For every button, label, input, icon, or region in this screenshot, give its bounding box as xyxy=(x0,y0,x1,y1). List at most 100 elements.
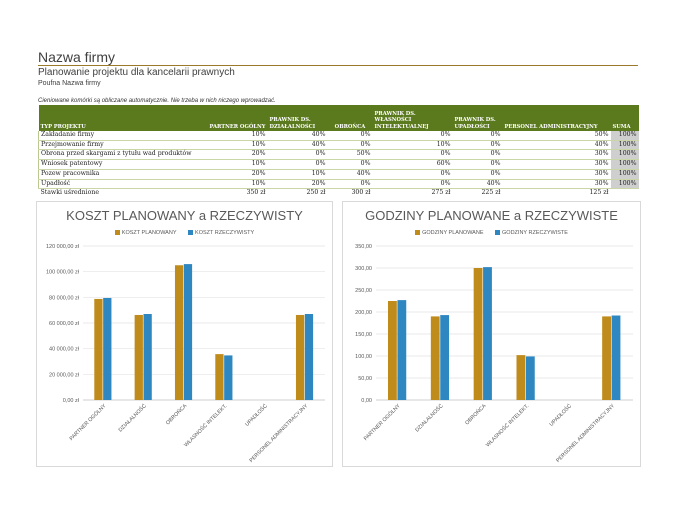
table-cell[interactable]: 20% xyxy=(200,169,268,180)
table-cell[interactable]: 0% xyxy=(452,149,503,161)
table-cell[interactable]: 10% xyxy=(200,179,268,190)
table-cell[interactable]: 40% xyxy=(327,169,373,180)
x-tick-label: OBROŃCA xyxy=(464,402,488,426)
bar xyxy=(224,355,233,400)
table-cell[interactable]: 0% xyxy=(327,159,373,170)
table-cell[interactable]: 350 zł xyxy=(246,189,266,197)
table-cell[interactable]: 30% xyxy=(502,169,611,180)
hours-chart-panel[interactable]: 0,00 50,00 100,00 150,00 200,00 250,00 300,00 3… xyxy=(342,201,641,467)
y-tick-label: 200,00 xyxy=(355,310,372,316)
bar xyxy=(483,267,492,400)
table-cell[interactable]: 0% xyxy=(452,140,503,151)
legend-swatch xyxy=(495,230,501,236)
bar xyxy=(304,314,314,400)
table-cell[interactable]: 20% xyxy=(267,179,328,190)
project-type-cell[interactable]: Przejmowanie firmy xyxy=(38,140,201,151)
bar xyxy=(215,354,224,400)
bar xyxy=(602,316,611,400)
cost-chart: 0,00 zł 20 000,00 zł 40 000,00 zł 60 000,00… xyxy=(46,244,325,464)
project-type-cell[interactable]: Upadłość xyxy=(38,179,201,190)
rates-row: Stawki uśrednione 350 zł 250 zł 300 zł 2… xyxy=(39,189,639,198)
table-row: Przejmowanie firmy 10% 40% 0% 10% 0% 40% 100% xyxy=(38,140,639,151)
x-tick-label: DZIAŁALNOŚĆ xyxy=(413,402,445,434)
legend-swatch xyxy=(188,230,194,236)
sum-cell: 100% xyxy=(610,159,639,170)
table-row: Wniosek patentowy 10% 0% 0% 60% 0% 30% 100% xyxy=(38,159,639,170)
table-row: Upadłość 10% 20% 0% 0% 40% 30% 100% xyxy=(38,179,639,190)
y-tick-label: 350,00 xyxy=(355,244,372,250)
chart-legend: KOSZT PLANOWANY KOSZT RZECZYWISTY xyxy=(37,230,332,236)
table-cell[interactable]: 0% xyxy=(327,140,373,151)
table-cell[interactable]: 0% xyxy=(267,159,328,170)
table-row: Obrona przed skargami z tytułu wad produ… xyxy=(38,149,639,161)
table-cell[interactable]: 0% xyxy=(267,149,328,161)
bar xyxy=(134,314,143,400)
table-cell[interactable]: 30% xyxy=(502,149,611,161)
table-cell[interactable]: 10% xyxy=(372,140,453,151)
table-cell[interactable]: 40% xyxy=(452,179,503,190)
col-header: PRAWNIK DS. WŁASNOŚCI INTELEKTUALNEJ xyxy=(372,105,453,131)
bar xyxy=(440,315,450,400)
table-cell[interactable]: 250 zł xyxy=(306,189,326,197)
table-cell[interactable]: 275 zł xyxy=(431,189,451,197)
x-tick-label: PARTNER OGÓLNY xyxy=(362,402,402,442)
table-cell[interactable]: 10% xyxy=(200,131,268,141)
table-cell[interactable]: 20% xyxy=(200,149,268,161)
y-tick-label: 0,00 xyxy=(361,398,372,404)
table-cell[interactable]: 30% xyxy=(502,159,611,170)
table-cell[interactable]: 50% xyxy=(327,149,373,161)
bar xyxy=(183,264,193,400)
table-cell[interactable]: 30% xyxy=(502,179,611,190)
y-tick-label: 300,00 xyxy=(355,266,372,272)
table-cell[interactable]: 0% xyxy=(452,131,503,141)
sum-cell: 100% xyxy=(610,169,639,180)
table-cell[interactable]: 0% xyxy=(372,149,453,161)
hours-chart: 0,00 50,00 100,00 150,00 200,00 250,00 300,00 3… xyxy=(355,244,633,464)
bar xyxy=(94,298,103,400)
table-cell[interactable]: 0% xyxy=(372,179,453,190)
project-type-cell[interactable]: Wniosek patentowy xyxy=(38,159,201,170)
table-cell[interactable]: 0% xyxy=(452,159,503,170)
y-tick-label: 120 000,00 zł xyxy=(46,244,80,250)
x-tick-label: OBROŃCA xyxy=(164,402,188,426)
table-cell[interactable]: 60% xyxy=(372,159,453,170)
table-cell[interactable]: 40% xyxy=(267,131,328,141)
table-cell[interactable]: 10% xyxy=(200,140,268,151)
x-tick-label: DZIAŁALNOŚĆ xyxy=(116,402,148,434)
table-cell[interactable]: 10% xyxy=(267,169,328,180)
bar xyxy=(103,297,112,400)
legend-item: GODZINY RZECZYWISTE xyxy=(495,230,568,236)
header-divider xyxy=(38,65,638,66)
y-tick-label: 60 000,00 zł xyxy=(49,321,80,327)
cost-chart-panel[interactable]: 0,00 zł 20 000,00 zł 40 000,00 zł 60 000,00… xyxy=(36,201,333,467)
project-type-cell[interactable]: Obrona przed skargami z tytułu wad produ… xyxy=(38,149,201,161)
table-cell[interactable]: 40% xyxy=(267,140,328,151)
chart-legend: GODZINY PLANOWANE GODZINY RZECZYWISTE xyxy=(343,230,640,236)
sum-cell: 100% xyxy=(610,149,639,161)
table-cell[interactable]: 0% xyxy=(372,131,453,141)
table-cell[interactable]: 0% xyxy=(327,131,373,141)
sum-cell: 100% xyxy=(610,131,639,141)
col-header: PRAWNIK DS. UPADŁOŚCI xyxy=(452,105,503,131)
table-cell[interactable]: 10% xyxy=(200,159,268,170)
table-cell[interactable]: 0% xyxy=(452,169,503,180)
table-cell[interactable]: 225 zł xyxy=(481,189,501,197)
table-cell[interactable]: 50% xyxy=(502,131,611,141)
sum-cell: 100% xyxy=(610,140,639,151)
table-cell[interactable]: 125 zł xyxy=(589,189,609,197)
y-tick-label: 250,00 xyxy=(355,288,372,294)
table-cell[interactable]: 40% xyxy=(502,140,611,151)
chart-title: KOSZT PLANOWANY a RZECZYWISTY xyxy=(66,208,303,223)
sum-cell: 100% xyxy=(610,179,639,190)
document-subtitle: Planowanie projektu dla kancelarii prawn… xyxy=(38,67,235,78)
legend-label: GODZINY RZECZYWISTE xyxy=(502,230,568,236)
bar xyxy=(397,300,407,400)
table-cell[interactable]: 300 zł xyxy=(351,189,371,197)
x-tick-label: PARTNER OGÓLNY xyxy=(68,402,108,442)
rates-label[interactable]: Stawki uśrednione xyxy=(40,189,99,197)
project-type-cell[interactable]: Zakładanie firmy xyxy=(38,131,201,141)
table-cell[interactable]: 0% xyxy=(372,169,453,180)
table-cell[interactable]: 0% xyxy=(327,179,373,190)
project-type-cell[interactable]: Pozew pracownika xyxy=(38,169,201,180)
legend-swatch xyxy=(114,230,120,236)
